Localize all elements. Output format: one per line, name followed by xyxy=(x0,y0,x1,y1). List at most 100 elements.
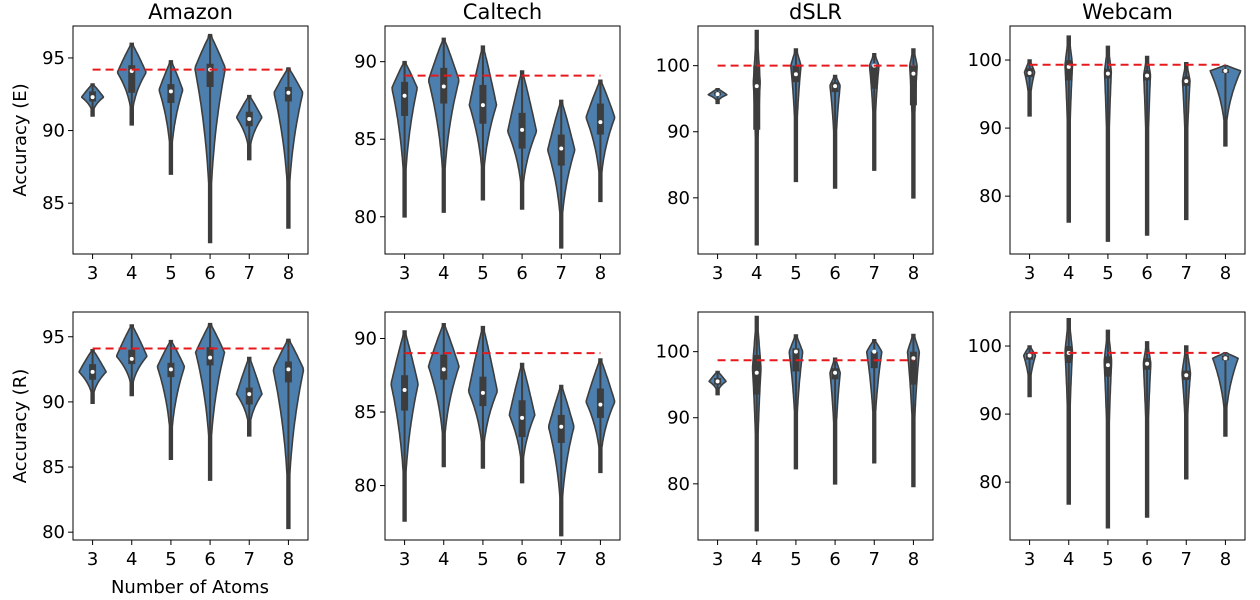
y-tick-label: 85 xyxy=(42,457,65,478)
x-tick-label: 3 xyxy=(399,549,410,570)
iqr-box-8 xyxy=(909,65,917,106)
median-dot-8 xyxy=(911,71,916,76)
median-dot-3 xyxy=(402,93,407,98)
median-dot-5 xyxy=(1105,363,1110,368)
plot-frame xyxy=(384,25,621,255)
x-tick-label: 8 xyxy=(595,549,606,570)
y-tick-label: 90 xyxy=(354,328,377,349)
median-dot-4 xyxy=(754,370,759,375)
y-tick-label: 85 xyxy=(354,402,377,423)
x-tick-label: 3 xyxy=(87,549,98,570)
x-tick-label: 8 xyxy=(908,549,919,570)
x-tick-label: 4 xyxy=(751,549,762,570)
y-tick-label: 80 xyxy=(42,522,65,543)
median-dot-6 xyxy=(833,370,838,375)
y-tick-label: 80 xyxy=(354,476,377,497)
iqr-box-8 xyxy=(284,361,292,383)
x-tick-label: 4 xyxy=(438,549,449,570)
y-tick-label: 95 xyxy=(42,48,65,69)
y-tick-label: 100 xyxy=(968,50,1002,71)
iqr-box-4 xyxy=(128,65,136,93)
y-tick-label: 90 xyxy=(42,392,65,413)
panel-7: 80 90 100 3 4 5 6 7 8 xyxy=(968,311,1246,570)
y-axis-label: Accuracy (E) xyxy=(10,83,31,196)
y-axis-label: Accuracy (R) xyxy=(10,369,31,483)
x-tick-label: 5 xyxy=(790,549,801,570)
x-tick-label: 7 xyxy=(1181,549,1192,570)
x-tick-label: 6 xyxy=(516,263,527,284)
x-tick-label: 7 xyxy=(244,263,255,284)
x-tick-label: 6 xyxy=(204,549,215,570)
panel-title: Webcam xyxy=(1082,0,1173,24)
median-dot-3 xyxy=(90,369,95,374)
median-dot-8 xyxy=(911,356,916,361)
y-tick-label: 90 xyxy=(979,118,1002,139)
x-tick-label: 8 xyxy=(1220,549,1231,570)
median-dot-4 xyxy=(129,356,134,361)
y-tick-label: 100 xyxy=(656,56,690,77)
median-dot-7 xyxy=(1184,373,1189,378)
x-tick-label: 7 xyxy=(556,263,567,284)
x-tick-label: 3 xyxy=(1024,263,1035,284)
y-tick-label: 90 xyxy=(979,404,1002,425)
iqr-box-8 xyxy=(909,351,917,385)
plot-frame xyxy=(697,25,934,255)
iqr-box-4 xyxy=(753,65,761,130)
median-dot-8 xyxy=(598,402,603,407)
median-dot-4 xyxy=(1066,64,1071,69)
median-dot-5 xyxy=(480,103,485,108)
x-tick-label: 5 xyxy=(477,549,488,570)
x-tick-label: 7 xyxy=(869,263,880,284)
x-tick-label: 6 xyxy=(1141,549,1152,570)
x-tick-label: 6 xyxy=(829,263,840,284)
y-tick-label: 80 xyxy=(667,188,690,209)
x-tick-label: 3 xyxy=(399,263,410,284)
panel-title: dSLR xyxy=(789,0,842,24)
median-dot-5 xyxy=(793,349,798,354)
x-axis-label: Number of Atoms xyxy=(111,577,269,598)
median-dot-8 xyxy=(286,90,291,95)
median-dot-5 xyxy=(168,367,173,372)
x-tick-label: 5 xyxy=(1102,549,1113,570)
y-tick-label: 90 xyxy=(354,52,377,73)
panel-0: 85 90 95 3 4 5 6 7 8 Amazon Accuracy (E) xyxy=(10,0,309,284)
median-dot-8 xyxy=(598,120,603,125)
iqr-box-3 xyxy=(401,375,409,411)
median-dot-7 xyxy=(872,349,877,354)
x-tick-label: 7 xyxy=(1181,263,1192,284)
plot-frame xyxy=(1009,25,1246,255)
median-dot-6 xyxy=(520,415,525,420)
y-tick-label: 95 xyxy=(42,327,65,348)
x-tick-label: 6 xyxy=(829,549,840,570)
median-dot-8 xyxy=(1223,68,1228,73)
x-tick-label: 8 xyxy=(283,549,294,570)
x-tick-label: 7 xyxy=(244,549,255,570)
x-tick-label: 4 xyxy=(126,263,137,284)
median-dot-8 xyxy=(1223,356,1228,361)
x-tick-label: 5 xyxy=(1102,263,1113,284)
x-tick-label: 5 xyxy=(165,263,176,284)
x-tick-label: 8 xyxy=(1220,263,1231,284)
median-dot-5 xyxy=(1105,71,1110,76)
y-tick-label: 85 xyxy=(42,193,65,214)
panel-title: Caltech xyxy=(463,0,542,24)
median-dot-5 xyxy=(168,89,173,94)
median-dot-5 xyxy=(480,390,485,395)
y-tick-label: 85 xyxy=(354,129,377,150)
iqr-box-4 xyxy=(440,354,448,380)
y-tick-label: 90 xyxy=(667,122,690,143)
x-tick-label: 7 xyxy=(556,549,567,570)
panel-1: 80 85 90 3 4 5 6 7 8 Caltech xyxy=(354,0,621,284)
x-tick-label: 8 xyxy=(908,263,919,284)
median-dot-3 xyxy=(402,387,407,392)
median-dot-3 xyxy=(1027,70,1032,75)
iqr-box-5 xyxy=(167,84,175,103)
median-dot-7 xyxy=(559,424,564,429)
x-tick-label: 5 xyxy=(477,263,488,284)
x-tick-label: 3 xyxy=(87,263,98,284)
iqr-box-7 xyxy=(870,65,878,89)
median-dot-7 xyxy=(247,392,252,397)
median-dot-3 xyxy=(90,95,95,100)
